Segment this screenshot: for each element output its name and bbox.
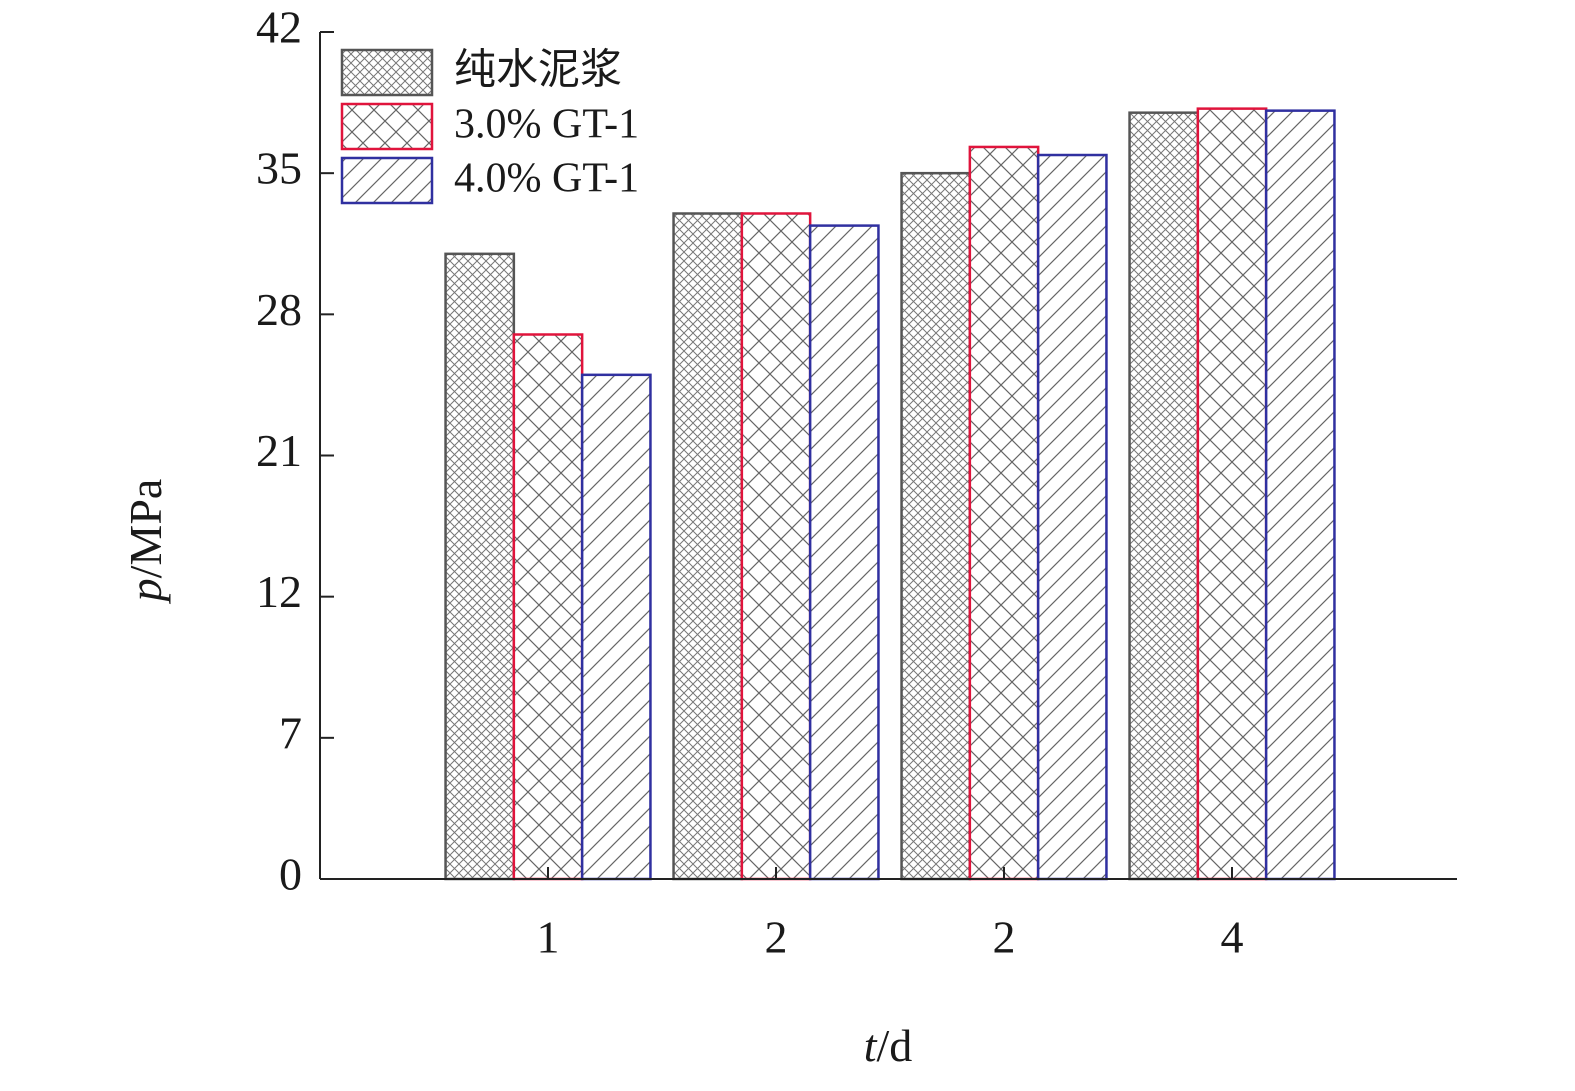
x-tick-label: 4 bbox=[1221, 912, 1244, 963]
y-axis-label: p/MPa bbox=[120, 479, 171, 605]
legend-label: 3.0% GT-1 bbox=[454, 102, 639, 148]
legend-label: 4.0% GT-1 bbox=[454, 156, 639, 202]
bar bbox=[1264, 109, 1336, 881]
y-tick-label: 12 bbox=[256, 566, 302, 617]
y-tick-label: 28 bbox=[256, 284, 302, 335]
bar bbox=[740, 212, 812, 881]
x-axis-label: t/d bbox=[864, 1020, 913, 1071]
bar bbox=[900, 171, 972, 881]
legend-swatch bbox=[340, 156, 434, 205]
x-tick-label: 1 bbox=[537, 912, 560, 963]
y-tick-label: 35 bbox=[256, 143, 302, 194]
bar bbox=[808, 224, 880, 881]
y-tick-label: 21 bbox=[256, 425, 302, 476]
bar bbox=[580, 373, 652, 881]
bar bbox=[968, 145, 1040, 881]
x-tick-label: 2 bbox=[765, 912, 788, 963]
bar bbox=[672, 212, 744, 881]
bar bbox=[444, 252, 516, 881]
legend-swatch bbox=[340, 102, 434, 151]
y-tick-label: 7 bbox=[279, 707, 302, 758]
bar bbox=[1036, 153, 1108, 881]
bar bbox=[1196, 107, 1268, 881]
x-tick-label: 2 bbox=[993, 912, 1016, 963]
bar bbox=[1128, 111, 1200, 881]
legend-swatch bbox=[340, 48, 434, 97]
y-tick-label: 42 bbox=[256, 2, 302, 53]
bar bbox=[512, 333, 584, 881]
legend-label: 纯水泥浆 bbox=[454, 48, 622, 94]
y-tick-label: 0 bbox=[279, 849, 302, 900]
